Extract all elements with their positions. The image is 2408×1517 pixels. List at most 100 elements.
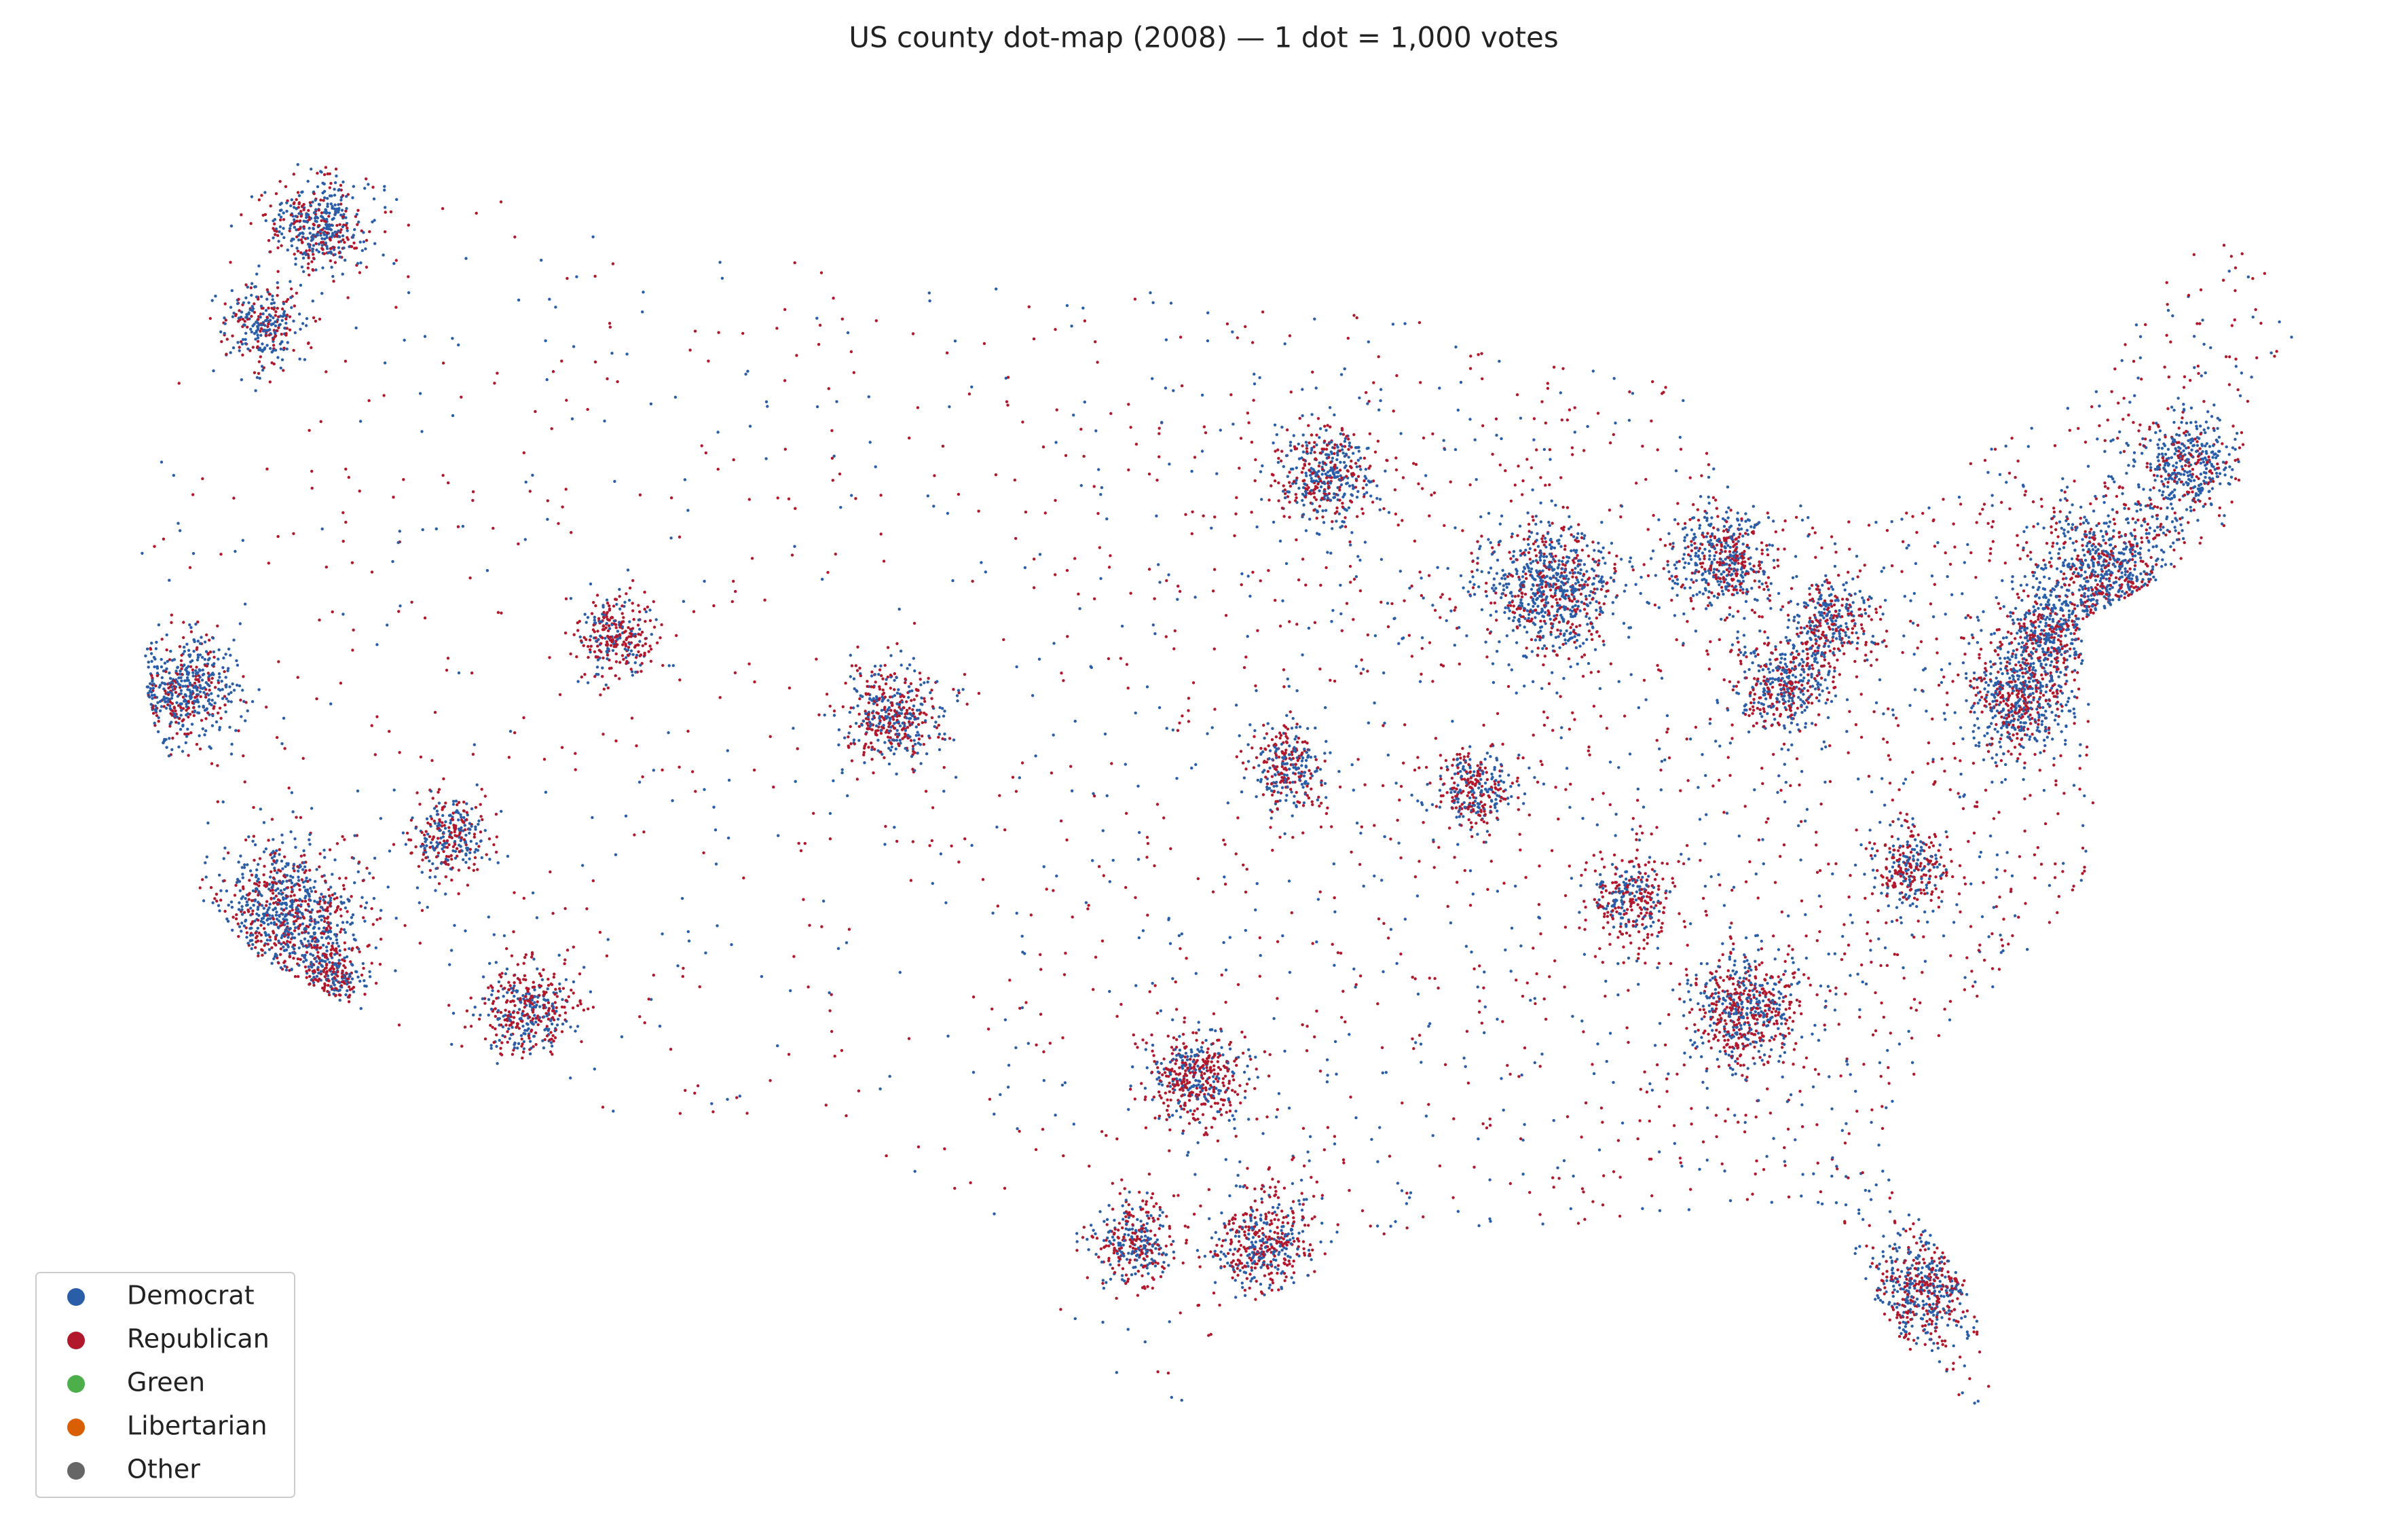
vote-dot [1904, 1333, 1908, 1336]
vote-dot [1601, 556, 1605, 560]
vote-dot [1108, 989, 1111, 993]
vote-dot [1008, 979, 1012, 982]
vote-dot [2135, 589, 2138, 592]
vote-dot [1475, 822, 1478, 825]
vote-dot [1236, 1173, 1240, 1177]
vote-dot [182, 636, 185, 640]
vote-dot [830, 429, 834, 433]
vote-dot [560, 746, 564, 750]
vote-dot [1558, 598, 1562, 601]
vote-dot [543, 1038, 547, 1042]
vote-dot [1802, 626, 1807, 630]
vote-dot [531, 891, 535, 895]
vote-dot [1540, 537, 1544, 541]
vote-dot [2002, 699, 2005, 703]
vote-dot [2059, 570, 2063, 573]
vote-dot [1698, 818, 1702, 821]
vote-dot [206, 711, 210, 715]
vote-dot [834, 552, 838, 556]
vote-dot [1321, 515, 1325, 519]
vote-dot [1976, 994, 1979, 998]
vote-dot [1801, 649, 1805, 653]
vote-dot [1444, 758, 1448, 763]
vote-dot [1974, 980, 1977, 984]
vote-dot [327, 215, 331, 218]
vote-dot [1472, 1165, 1476, 1169]
vote-dot [1718, 1031, 1722, 1034]
vote-dot [541, 1039, 544, 1042]
vote-dot [1350, 763, 1354, 767]
vote-dot [1242, 863, 1245, 867]
vote-dot [1139, 1220, 1143, 1223]
vote-dot [542, 968, 545, 972]
vote-dot [495, 1033, 498, 1037]
vote-dot [341, 180, 345, 184]
vote-dot [267, 933, 270, 937]
vote-dot [2040, 629, 2043, 632]
vote-dot [1253, 735, 1256, 738]
vote-dot [1243, 1294, 1247, 1298]
vote-dot [2131, 517, 2134, 521]
vote-dot [1585, 638, 1589, 641]
vote-dot [1489, 613, 1492, 617]
vote-dot [1823, 1006, 1827, 1009]
vote-dot [1902, 852, 1905, 855]
vote-dot [1598, 687, 1602, 691]
vote-dot [1439, 616, 1442, 619]
vote-dot [1305, 447, 1309, 450]
vote-dot [1925, 886, 1929, 890]
vote-dot [331, 893, 334, 897]
vote-dot [2019, 618, 2022, 621]
vote-dot [1783, 763, 1786, 766]
vote-dot [1557, 621, 1561, 624]
vote-dot [1180, 1398, 1183, 1402]
vote-dot [1240, 583, 1243, 587]
vote-dot [879, 532, 883, 536]
vote-dot [1254, 908, 1257, 912]
vote-dot [307, 939, 310, 943]
vote-dot [2182, 473, 2186, 476]
vote-dot [2157, 446, 2160, 450]
vote-dot [618, 633, 622, 636]
vote-dot [1739, 651, 1743, 654]
vote-dot [2138, 556, 2143, 560]
vote-dot [939, 852, 943, 856]
vote-dot [1990, 780, 1994, 784]
vote-dot [188, 566, 192, 569]
vote-dot [338, 949, 341, 953]
vote-dot [1256, 1076, 1260, 1079]
vote-dot [1282, 1216, 1286, 1220]
vote-dot [2081, 544, 2084, 547]
vote-dot [521, 1056, 524, 1060]
vote-dot [2172, 548, 2176, 552]
vote-dot [1342, 460, 1346, 464]
vote-dot [277, 213, 281, 217]
vote-dot [1169, 847, 1172, 851]
vote-dot [1617, 906, 1620, 909]
vote-dot [1128, 1245, 1132, 1248]
vote-dot [457, 892, 460, 896]
vote-dot [278, 230, 281, 234]
vote-dot [2139, 508, 2143, 511]
vote-dot [1698, 591, 1701, 594]
vote-dot [1228, 1194, 1231, 1198]
vote-dot [1671, 547, 1674, 551]
vote-dot [1775, 657, 1779, 661]
vote-dot [2177, 445, 2181, 449]
vote-dot [1253, 1086, 1257, 1091]
vote-dot [1145, 856, 1149, 859]
vote-dot [1779, 1032, 1782, 1036]
vote-dot [1155, 478, 1159, 482]
vote-dot [1936, 541, 1940, 545]
vote-dot [2187, 293, 2191, 297]
vote-dot [1238, 1268, 1242, 1273]
vote-dot [1785, 639, 1789, 642]
vote-dot [1270, 1288, 1274, 1292]
vote-dot [1736, 511, 1739, 515]
vote-dot [1151, 981, 1154, 985]
vote-dot [718, 261, 722, 264]
vote-dot [1671, 881, 1675, 885]
vote-dot [1153, 1264, 1157, 1268]
vote-dot [1990, 633, 1993, 636]
vote-dot [524, 953, 527, 957]
